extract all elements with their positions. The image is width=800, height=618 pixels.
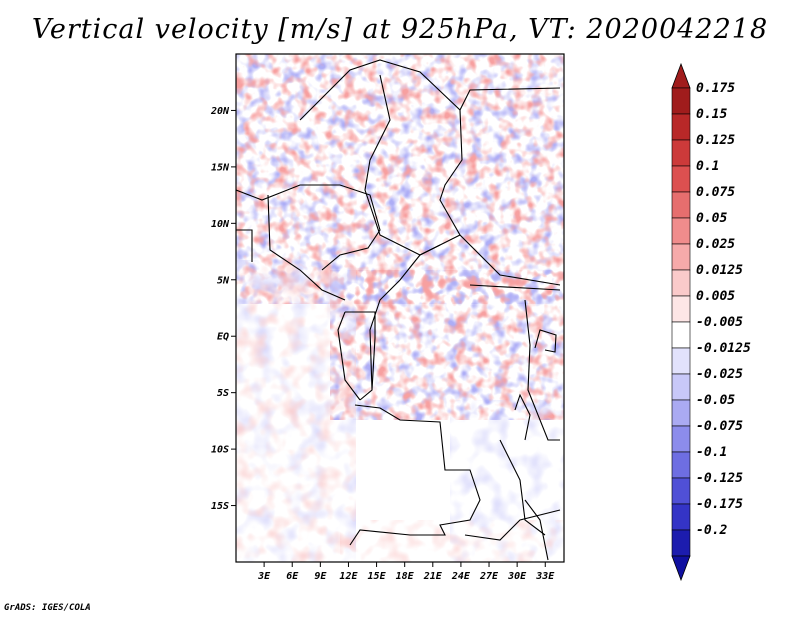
latitude-axis: 20N 15N 10N 5N EQ 5S 10S 15S xyxy=(210,106,236,512)
colorbar: 0.175 0.15 0.125 0.1 0.075 0.05 0.025 0.0125 0.0… xyxy=(671,62,751,582)
lon-tick-label: 12E xyxy=(339,571,358,582)
lon-tick-label: 30E xyxy=(507,571,527,582)
colorbar-swatch xyxy=(671,477,691,505)
longitude-axis: 3E 6E 9E 12E 15E 18E 21E 24E 27E 30E 33E xyxy=(257,562,555,582)
colorbar-swatch xyxy=(671,269,691,297)
colorbar-level-label: -0.175 xyxy=(696,497,743,512)
colorbar-level-label: -0.125 xyxy=(696,471,743,486)
grads-credit: GrADS: IGES/COLA xyxy=(4,603,91,613)
lat-tick-label: 5N xyxy=(217,275,230,286)
colorbar-swatch xyxy=(671,321,691,349)
lon-tick-label: 6E xyxy=(286,571,299,582)
colorbar-level-label: 0.1 xyxy=(696,159,719,174)
colorbar-swatch xyxy=(671,347,691,375)
colorbar-level-label: -0.025 xyxy=(696,367,743,382)
colorbar-level-label: 0.15 xyxy=(696,107,727,122)
colorbar-top-arrow xyxy=(671,62,691,89)
colorbar-swatch xyxy=(671,191,691,219)
colorbar-level-label: 0.05 xyxy=(696,211,727,226)
lon-tick-label: 18E xyxy=(396,571,415,582)
colorbar-swatch xyxy=(671,295,691,323)
colorbar-bottom-arrow xyxy=(671,555,691,582)
lon-tick-label: 24E xyxy=(451,571,471,582)
lat-tick-label: 5S xyxy=(217,388,229,399)
colorbar-level-label: -0.0125 xyxy=(696,341,751,356)
lat-tick-label: 10N xyxy=(211,219,230,230)
colorbar-level-label: 0.005 xyxy=(696,289,735,304)
map-title: Vertical velocity [m/s] at 925hPa, VT: 2… xyxy=(31,14,769,45)
colorbar-level-label: -0.005 xyxy=(696,315,743,330)
lon-tick-label: 33E xyxy=(535,571,555,582)
colorbar-swatch xyxy=(671,87,691,115)
lat-tick-label: 15N xyxy=(211,162,230,173)
lon-tick-label: 27E xyxy=(479,571,499,582)
lon-tick-label: 3E xyxy=(257,571,271,582)
colorbar-swatch xyxy=(671,503,691,531)
colorbar-level-label: -0.05 xyxy=(696,393,735,408)
colorbar-swatch xyxy=(671,425,691,453)
colorbar-level-label: 0.0125 xyxy=(696,263,743,278)
colorbar-level-label: -0.2 xyxy=(696,523,727,538)
colorbar-level-label: 0.175 xyxy=(696,81,735,96)
lat-tick-label: EQ xyxy=(217,332,229,343)
lon-tick-label: 9E xyxy=(314,571,327,582)
colorbar-swatch xyxy=(671,399,691,427)
colorbar-level-label: -0.1 xyxy=(696,445,727,460)
map-frame xyxy=(235,53,565,563)
colorbar-swatch xyxy=(671,165,691,193)
colorbar-swatch xyxy=(671,217,691,245)
lat-tick-label: 15S xyxy=(211,501,229,512)
colorbar-swatch xyxy=(671,451,691,479)
country-borders xyxy=(236,59,561,561)
lon-tick-label: 15E xyxy=(368,571,387,582)
colorbar-level-label: 0.075 xyxy=(696,185,735,200)
colorbar-level-label: -0.075 xyxy=(696,419,743,434)
colorbar-level-label: 0.125 xyxy=(696,133,735,148)
colorbar-level-label: 0.025 xyxy=(696,237,735,252)
lat-tick-label: 20N xyxy=(210,106,230,117)
lat-tick-label: 10S xyxy=(211,445,229,456)
colorbar-swatch xyxy=(671,373,691,401)
colorbar-swatch xyxy=(671,139,691,167)
velocity-field xyxy=(236,54,564,562)
colorbar-swatch xyxy=(671,113,691,141)
lon-tick-label: 21E xyxy=(423,571,443,582)
colorbar-swatch xyxy=(671,243,691,271)
colorbar-swatch xyxy=(671,529,691,557)
